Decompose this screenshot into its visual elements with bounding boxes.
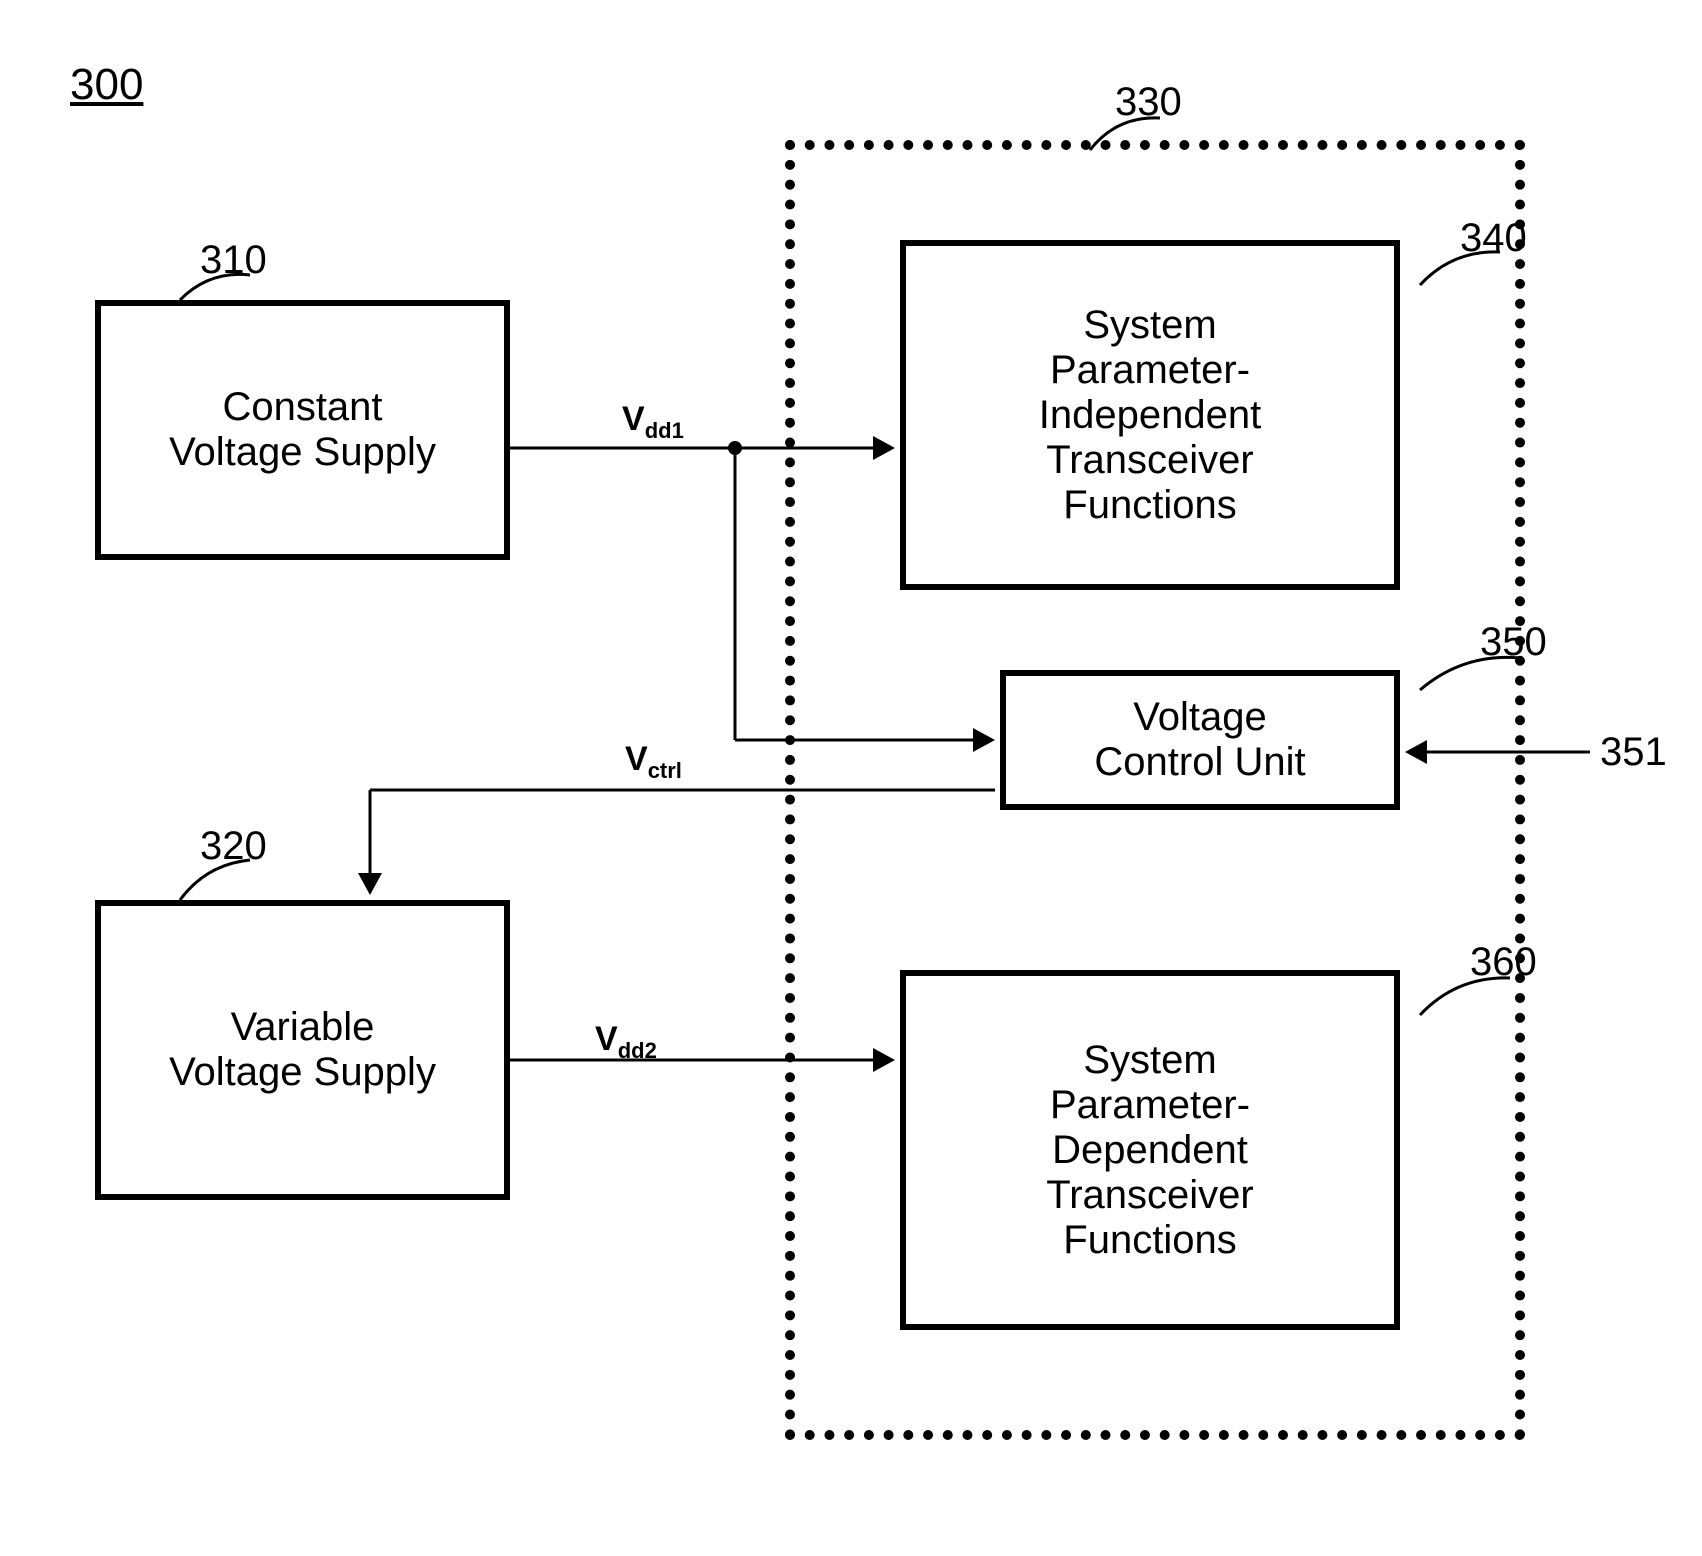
signal-vctrl-label: Vctrl [625,740,682,784]
param-dependent-functions-box: SystemParameter-DependentTransceiverFunc… [900,970,1400,1330]
variable-voltage-supply-box: VariableVoltage Supply [95,900,510,1200]
ref-351: 351 [1600,730,1667,775]
ref-350: 350 [1480,620,1547,665]
ref-320: 320 [200,824,267,869]
ref-360: 360 [1470,940,1537,985]
constant-voltage-supply-label: ConstantVoltage Supply [169,385,436,475]
voltage-control-unit-label: VoltageControl Unit [1094,695,1305,785]
voltage-control-unit-box: VoltageControl Unit [1000,670,1400,810]
ref-310: 310 [200,238,267,283]
variable-voltage-supply-label: VariableVoltage Supply [169,1005,436,1095]
diagram-canvas: 300 ConstantVoltage Supply VariableVolta… [0,0,1702,1556]
ref-330: 330 [1115,80,1182,125]
ref-main: 300 [70,60,143,110]
ref-340: 340 [1460,216,1527,261]
constant-voltage-supply-box: ConstantVoltage Supply [95,300,510,560]
param-dependent-functions-label: SystemParameter-DependentTransceiverFunc… [1046,1038,1253,1263]
param-independent-functions-box: SystemParameter-IndependentTransceiverFu… [900,240,1400,590]
param-independent-functions-label: SystemParameter-IndependentTransceiverFu… [1039,303,1261,528]
signal-vdd2-label: Vdd2 [595,1020,657,1064]
signal-vdd1-label: Vdd1 [622,400,684,444]
